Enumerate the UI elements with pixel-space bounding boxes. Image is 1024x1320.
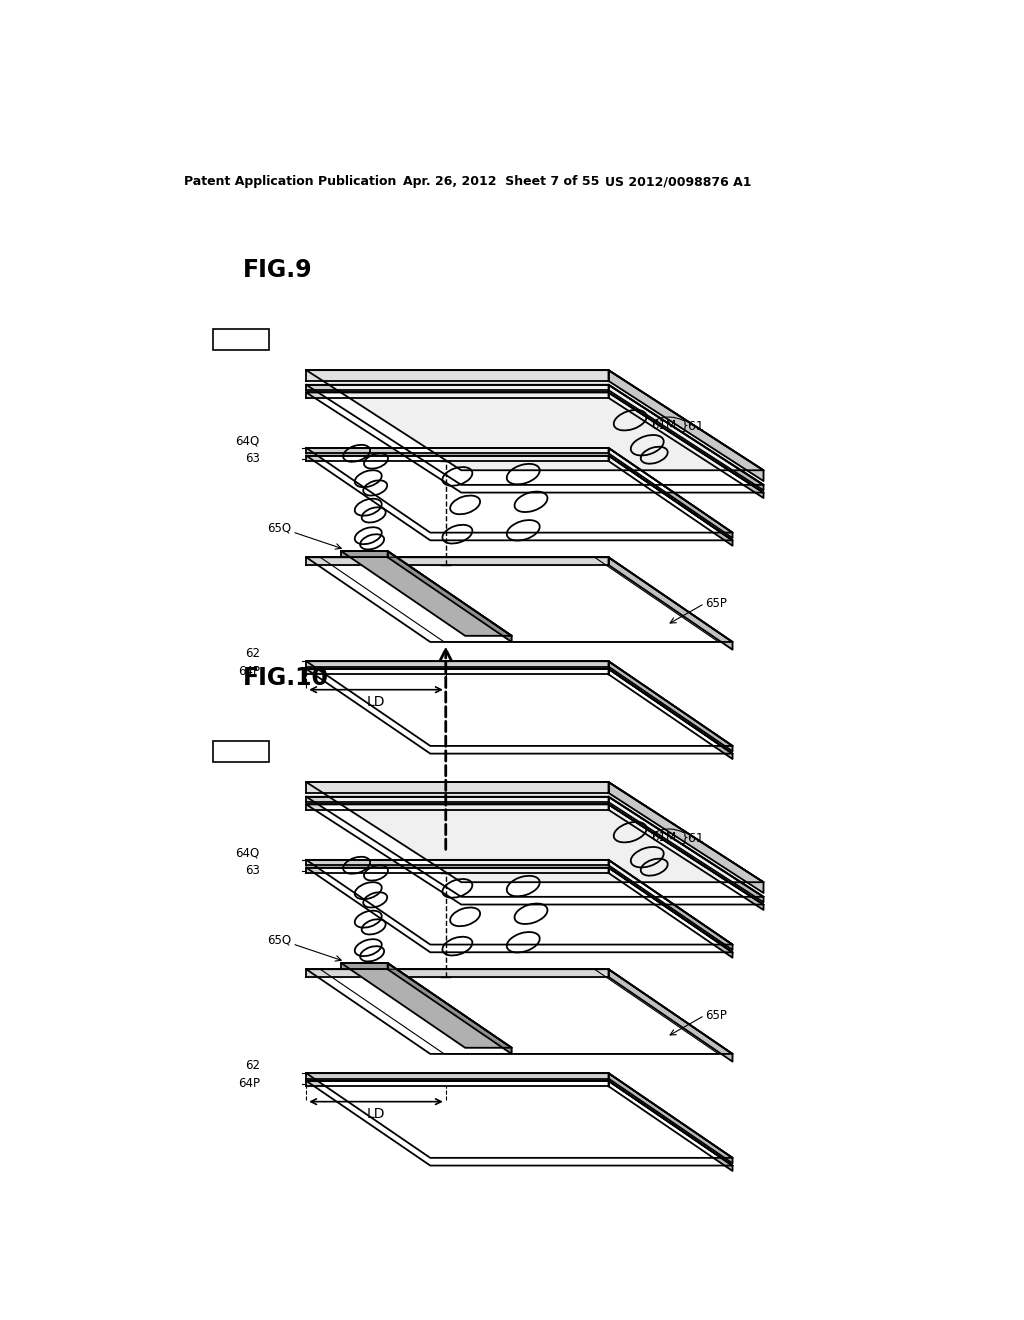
Polygon shape — [306, 669, 732, 754]
Polygon shape — [608, 669, 732, 759]
Text: 64P: 64P — [238, 1077, 260, 1090]
Polygon shape — [341, 964, 388, 969]
Text: 61M: 61M — [651, 832, 676, 843]
Polygon shape — [341, 552, 512, 636]
Text: OFF: OFF — [224, 331, 258, 347]
Text: 65Q: 65Q — [266, 933, 291, 946]
Polygon shape — [306, 370, 764, 470]
Polygon shape — [306, 1081, 608, 1086]
Polygon shape — [306, 392, 608, 397]
Polygon shape — [306, 385, 608, 391]
Text: Patent Application Publication: Patent Application Publication — [183, 176, 396, 187]
Polygon shape — [608, 859, 732, 950]
Polygon shape — [306, 969, 732, 1053]
Polygon shape — [388, 964, 512, 1053]
Text: 64Q: 64Q — [236, 434, 260, 447]
Polygon shape — [608, 797, 764, 903]
Polygon shape — [306, 867, 608, 873]
Text: }61: }61 — [681, 418, 705, 432]
Bar — [213, 329, 269, 350]
Polygon shape — [341, 552, 388, 557]
Text: LD: LD — [367, 696, 385, 709]
Text: }61: }61 — [681, 832, 705, 843]
Text: FIG.9: FIG.9 — [243, 257, 312, 282]
Polygon shape — [306, 1081, 732, 1166]
Polygon shape — [608, 969, 732, 1061]
Text: 65P: 65P — [706, 1008, 727, 1022]
Polygon shape — [341, 964, 512, 1048]
Polygon shape — [306, 661, 732, 746]
Polygon shape — [608, 1081, 732, 1171]
Text: 65Q: 65Q — [266, 521, 291, 535]
Polygon shape — [608, 385, 764, 490]
Polygon shape — [306, 669, 608, 675]
Polygon shape — [306, 859, 732, 945]
Polygon shape — [306, 867, 732, 952]
Polygon shape — [306, 804, 608, 810]
Text: 61M: 61M — [651, 418, 676, 432]
Polygon shape — [306, 557, 608, 565]
Polygon shape — [306, 1073, 608, 1078]
Polygon shape — [306, 447, 608, 453]
Polygon shape — [306, 1073, 732, 1158]
Polygon shape — [388, 552, 512, 642]
Polygon shape — [608, 557, 732, 649]
Polygon shape — [306, 455, 608, 461]
Polygon shape — [306, 455, 732, 540]
Text: LD: LD — [367, 1107, 385, 1121]
Text: US 2012/0098876 A1: US 2012/0098876 A1 — [604, 176, 752, 187]
Polygon shape — [306, 797, 764, 896]
Polygon shape — [608, 804, 764, 909]
Text: ON: ON — [228, 743, 254, 759]
Polygon shape — [306, 370, 608, 381]
Polygon shape — [306, 781, 608, 793]
Polygon shape — [306, 392, 764, 492]
Text: 65P: 65P — [706, 597, 727, 610]
Polygon shape — [306, 797, 608, 803]
Polygon shape — [608, 781, 764, 892]
Polygon shape — [608, 1073, 732, 1163]
Polygon shape — [608, 455, 732, 545]
Text: 63: 63 — [245, 865, 260, 878]
Text: 64P: 64P — [238, 665, 260, 678]
Text: 64Q: 64Q — [236, 846, 260, 859]
Polygon shape — [608, 370, 764, 480]
Polygon shape — [306, 557, 732, 642]
Polygon shape — [608, 447, 732, 539]
Polygon shape — [306, 661, 608, 667]
Polygon shape — [306, 804, 764, 904]
Polygon shape — [306, 969, 608, 977]
Polygon shape — [608, 661, 732, 751]
Bar — [213, 741, 269, 762]
Text: 62: 62 — [245, 1060, 260, 1072]
Text: 63: 63 — [245, 453, 260, 465]
Text: 62: 62 — [245, 647, 260, 660]
Text: FIG.10: FIG.10 — [243, 667, 329, 690]
Polygon shape — [306, 447, 732, 533]
Polygon shape — [608, 392, 764, 498]
Polygon shape — [306, 385, 764, 484]
Polygon shape — [306, 781, 764, 882]
Text: Apr. 26, 2012  Sheet 7 of 55: Apr. 26, 2012 Sheet 7 of 55 — [403, 176, 599, 187]
Polygon shape — [608, 867, 732, 958]
Polygon shape — [306, 859, 608, 866]
